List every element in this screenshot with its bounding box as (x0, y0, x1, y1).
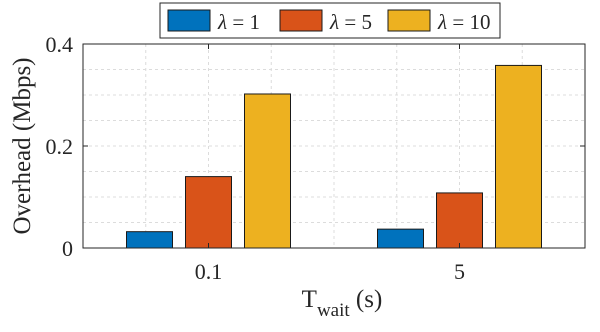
y-tick-label: 0.2 (46, 134, 74, 159)
legend: λ = 1 λ = 5 λ = 10 (159, 2, 501, 39)
x-axis-label: Twait (s) (302, 286, 383, 321)
legend-swatch-2 (279, 9, 323, 32)
y-axis-label: Overhead (Mbps) (9, 57, 36, 234)
y-tick-label: 0 (62, 236, 73, 261)
legend-swatch-1 (167, 9, 211, 32)
bars-layer (126, 64, 542, 249)
bar-5-series-2 (436, 192, 483, 249)
legend-label-3: λ = 10 (437, 10, 490, 34)
ticks-layer: 0 0.2 0.4 0.1 5 (46, 32, 585, 284)
labels-layer: Overhead (Mbps) Twait (s) (9, 57, 382, 321)
legend-label-1: λ = 1 (217, 10, 260, 34)
y-tick-label: 0.4 (46, 32, 74, 57)
bar-0_1-series-3 (244, 93, 291, 249)
legend-box (159, 2, 501, 39)
legend-swatch-3 (387, 9, 431, 32)
legend-label-2: λ = 5 (329, 10, 372, 34)
bar-5-series-3 (495, 64, 542, 249)
x-tick-label: 5 (454, 259, 465, 284)
x-tick-label: 0.1 (195, 259, 223, 284)
bar-0_1-series-1 (126, 231, 173, 249)
bar-5-series-1 (377, 228, 424, 249)
bar-0_1-series-2 (185, 176, 232, 249)
